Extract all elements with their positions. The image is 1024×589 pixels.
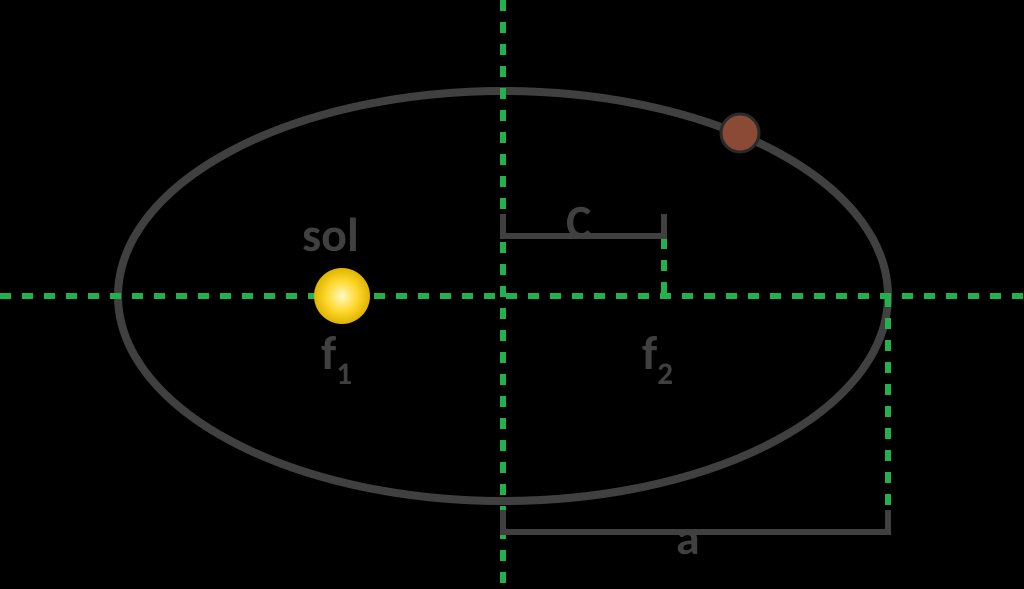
label-sol: sol (302, 205, 359, 264)
kepler-ellipse-diagram: sol f1 f2 C a (0, 0, 1024, 589)
label-f1: f1 (321, 323, 352, 389)
label-a: a (676, 508, 700, 567)
label-f2: f2 (642, 323, 673, 389)
sun-icon (314, 268, 370, 324)
label-C: C (566, 192, 591, 251)
diagram-svg (0, 0, 1024, 589)
planet-icon (721, 114, 759, 152)
